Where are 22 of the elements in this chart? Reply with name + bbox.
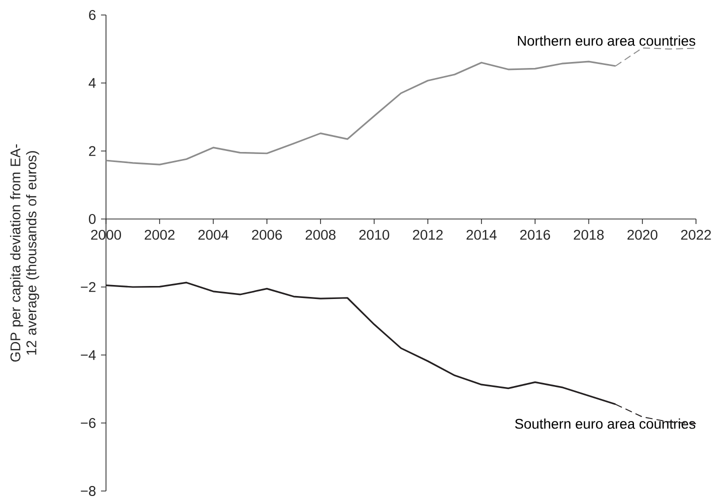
y-tick-label: −8 bbox=[80, 486, 96, 496]
x-tick-label: 2022 bbox=[681, 230, 711, 240]
x-tick-label: 2018 bbox=[574, 230, 604, 240]
x-tick-label: 2020 bbox=[628, 230, 658, 240]
x-tick-label: 2006 bbox=[252, 230, 282, 240]
x-tick-label: 2014 bbox=[466, 230, 497, 240]
y-tick-label: 0 bbox=[88, 214, 96, 224]
x-tick-label: 2016 bbox=[520, 230, 550, 240]
y-tick-label: −2 bbox=[80, 282, 96, 292]
y-tick-label: 2 bbox=[89, 146, 96, 156]
x-tick-label: 2002 bbox=[144, 230, 174, 240]
y-axis-title: GDP per capita deviation from EA-12 average (thousands of euros) bbox=[10, 144, 40, 362]
y-tick-label: −6 bbox=[80, 418, 96, 428]
x-tick-label: 2012 bbox=[412, 230, 443, 240]
y-tick-label: 4 bbox=[88, 78, 96, 88]
y-tick-label: 6 bbox=[89, 10, 96, 20]
x-tick-label: 2004 bbox=[198, 230, 228, 240]
x-tick-label: 2008 bbox=[306, 230, 336, 240]
y-tick-label: −4 bbox=[80, 350, 96, 360]
series-label: Northern euro area countries bbox=[518, 36, 696, 46]
x-tick-label: 2010 bbox=[359, 230, 390, 240]
series-label: Southern euro area countries bbox=[515, 418, 696, 429]
